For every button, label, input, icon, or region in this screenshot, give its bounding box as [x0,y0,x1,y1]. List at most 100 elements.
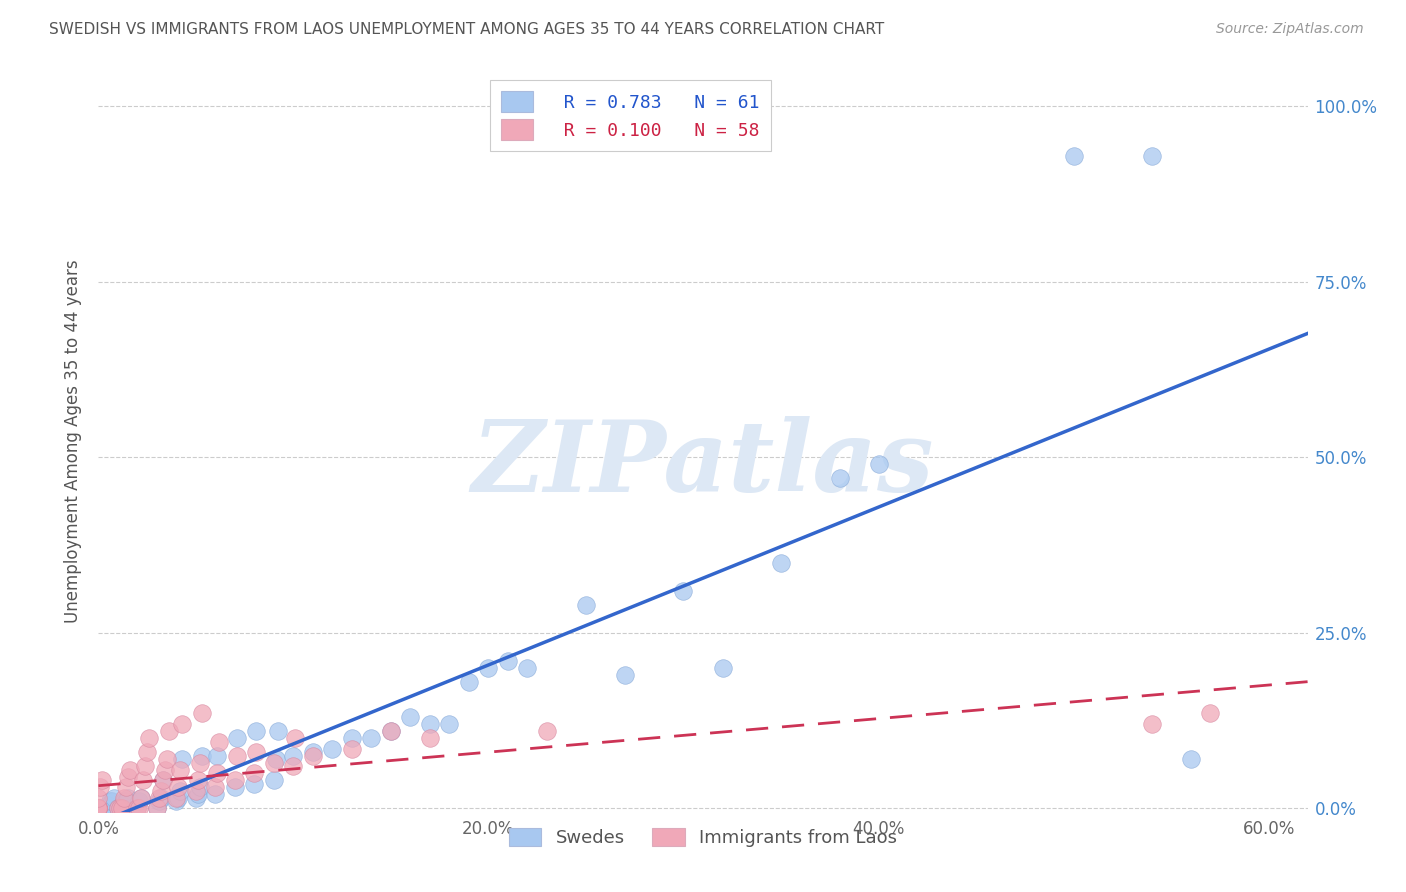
Point [131,790,153,805]
Point [107,801,129,815]
Point [263,773,285,788]
Point [169,783,191,797]
Point [187,787,209,801]
Point [149,790,172,805]
Point [204,787,226,801]
Point [614,668,637,682]
Point [87,801,110,815]
Point [245,724,267,739]
Point [103,790,125,805]
Point [152,773,174,788]
Point [243,777,266,791]
Point [111,801,134,815]
Point [380,724,402,739]
Point [496,654,519,668]
Point [172,717,194,731]
Point [769,556,792,570]
Point [118,763,141,777]
Point [112,790,135,805]
Point [108,801,131,815]
Point [165,794,187,808]
Point [419,717,441,731]
Point [127,801,149,815]
Point [243,766,266,780]
Point [153,763,176,777]
Point [1199,706,1222,721]
Point [165,790,187,805]
Point [207,766,229,780]
Point [117,790,139,805]
Point [136,745,159,759]
Point [302,748,325,763]
Point [87,801,110,815]
Point [283,759,305,773]
Point [263,756,285,770]
Point [167,790,190,805]
Point [117,770,139,784]
Point [672,583,695,598]
Point [224,780,246,794]
Point [131,790,153,805]
Point [575,598,598,612]
Point [245,745,267,759]
Point [321,741,343,756]
Point [283,748,305,763]
Point [1140,717,1163,731]
Text: Source: ZipAtlas.com: Source: ZipAtlas.com [1216,22,1364,37]
Point [132,773,155,788]
Point [134,759,156,773]
Point [264,752,287,766]
Point [188,756,211,770]
Point [224,773,246,788]
Point [87,801,110,815]
Point [87,790,110,805]
Point [89,780,111,794]
Point [399,710,422,724]
Point [340,741,363,756]
Point [711,661,734,675]
Point [128,801,150,815]
Point [101,794,124,808]
Point [96,801,118,815]
Point [536,724,558,739]
Point [87,801,110,815]
Point [360,731,382,745]
Point [138,731,160,745]
Point [208,734,231,748]
Point [87,801,110,815]
Point [207,748,229,763]
Point [87,801,110,815]
Point [87,801,110,815]
Point [149,783,172,797]
Point [156,752,179,766]
Point [828,471,851,485]
Point [152,773,174,788]
Point [340,731,363,745]
Point [114,780,136,794]
Point [439,717,461,731]
Point [302,745,325,759]
Point [188,780,211,794]
Point [516,661,538,675]
Point [87,801,110,815]
Point [191,706,214,721]
Point [98,794,121,808]
Point [225,731,247,745]
Point [184,790,207,805]
Point [148,794,170,808]
Point [225,748,247,763]
Point [184,783,207,797]
Point [267,724,290,739]
Point [167,780,190,794]
Point [380,724,402,739]
Point [146,801,169,815]
Point [148,790,170,805]
Point [107,801,129,815]
Point [477,661,499,675]
Point [108,801,131,815]
Point [112,794,135,808]
Point [87,801,110,815]
Point [114,794,136,808]
Legend: Swedes, Immigrants from Laos: Swedes, Immigrants from Laos [502,821,904,855]
Point [458,674,481,689]
